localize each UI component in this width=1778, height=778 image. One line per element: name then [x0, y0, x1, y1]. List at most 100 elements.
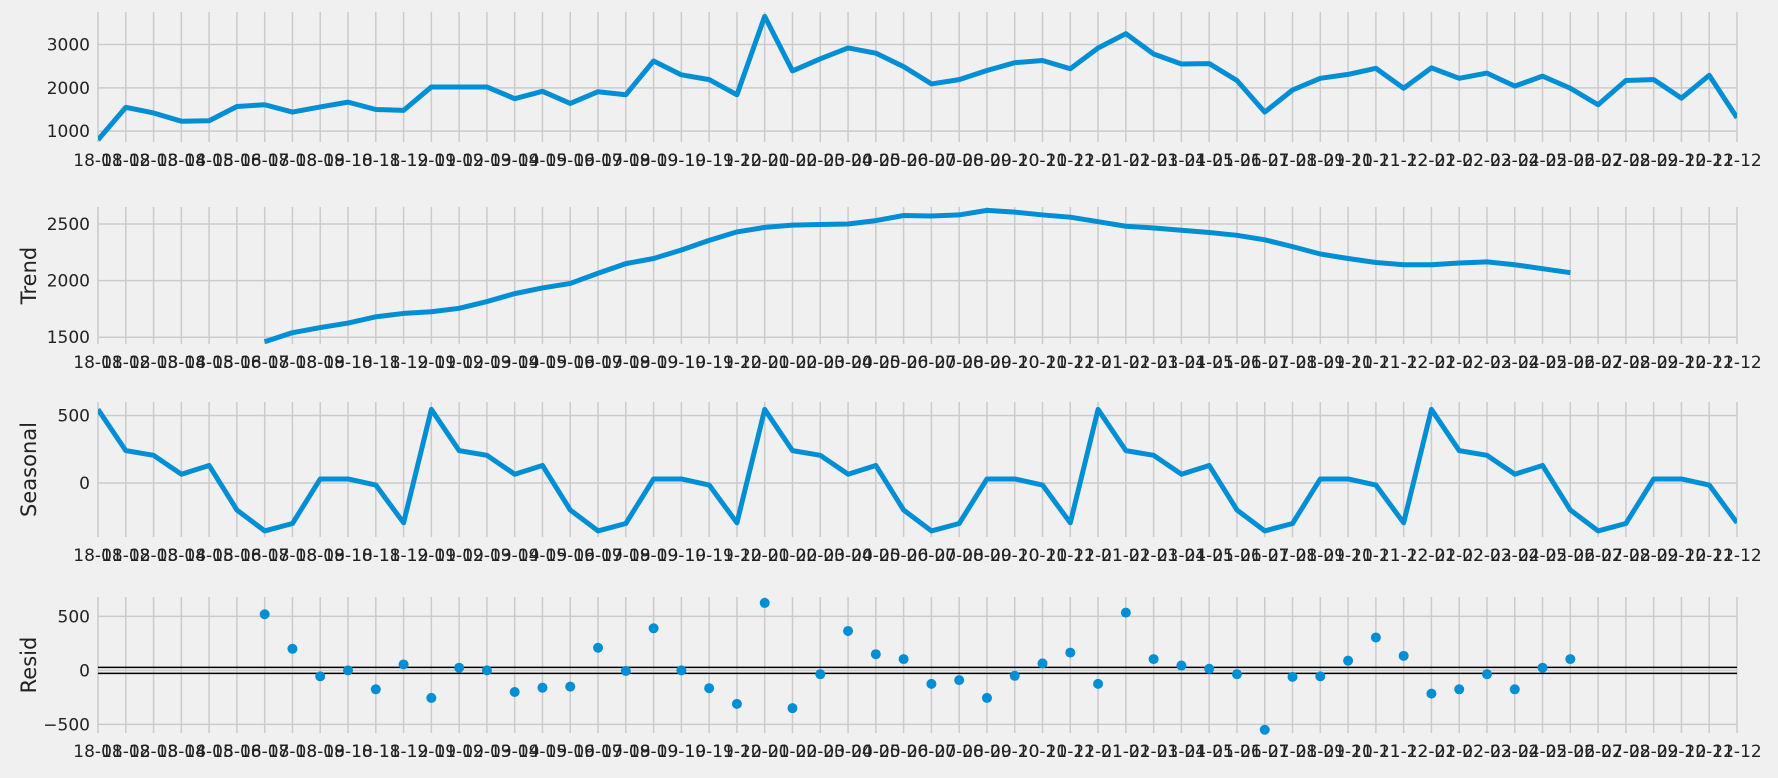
x-tick-label: 19-11: [684, 353, 733, 373]
x-tick-label: 21-04: [1157, 742, 1206, 762]
x-tick-label: 19-06: [546, 151, 595, 171]
x-tick-label: 20-05: [851, 546, 900, 566]
x-tick-label: 18-05: [184, 546, 233, 566]
x-tick-label: 19-04: [490, 546, 539, 566]
x-tick-label: 19-01: [407, 546, 456, 566]
x-tick-label: 19-05: [518, 546, 567, 566]
resid-point: [1454, 684, 1465, 695]
x-tick-label: 18-10: [323, 151, 372, 171]
x-tick-label: 18-02: [101, 742, 150, 762]
x-tick-label: 21-02: [1101, 546, 1150, 566]
x-tick-label: 21-10: [1323, 353, 1372, 373]
resid-point: [731, 698, 742, 709]
x-tick-label: 21-06: [1212, 151, 1261, 171]
x-tick-label: 19-02: [434, 353, 483, 373]
x-tick-label: 21-04: [1157, 151, 1206, 171]
x-tick-label: 20-09: [962, 742, 1011, 762]
x-tick-label: 18-09: [296, 546, 345, 566]
x-tick-label: 19-07: [573, 546, 622, 566]
x-tick-label: 19-08: [601, 546, 650, 566]
x-tick-label: 18-12: [379, 353, 428, 373]
x-tick-label: 20-08: [934, 353, 983, 373]
x-tick-label: 20-11: [1018, 742, 1067, 762]
x-tick-label: 18-11: [351, 742, 400, 762]
y-tick-label: 500: [58, 407, 90, 427]
x-tick-label: 18-01: [73, 353, 122, 373]
x-tick-label: 22-09: [1629, 151, 1678, 171]
x-tick-label: 21-04: [1157, 353, 1206, 373]
x-tick-label: 22-06: [1546, 546, 1595, 566]
x-tick-label: 22-05: [1518, 742, 1567, 762]
x-tick-label: 20-12: [1046, 546, 1095, 566]
x-tick-label: 18-12: [379, 151, 428, 171]
resid-point: [815, 669, 826, 680]
x-tick-label: 18-12: [379, 742, 428, 762]
x-tick-label: 22-11: [1685, 353, 1734, 373]
x-tick-label: 19-05: [518, 353, 567, 373]
x-tick-label: 19-09: [629, 742, 678, 762]
x-tick-label: 18-07: [240, 353, 289, 373]
x-tick-label: 21-07: [1240, 353, 1289, 373]
x-tick-label: 22-03: [1462, 151, 1511, 171]
x-tick-label: 20-06: [879, 546, 928, 566]
x-tick-label: 18-11: [351, 151, 400, 171]
resid-point: [1037, 658, 1048, 669]
x-tick-label: 18-01: [73, 742, 122, 762]
resid-point: [537, 682, 548, 693]
x-tick-label: 21-01: [1073, 353, 1122, 373]
x-tick-label: 21-05: [1184, 546, 1233, 566]
x-tick-label: 20-08: [934, 151, 983, 171]
x-tick-label: 21-07: [1240, 151, 1289, 171]
x-tick-label: 19-02: [434, 546, 483, 566]
x-tick-label: 21-09: [1296, 742, 1345, 762]
x-tick-label: 22-02: [1435, 353, 1484, 373]
resid-point: [676, 665, 687, 676]
x-tick-label: 20-01: [740, 742, 789, 762]
x-tick-label: 21-12: [1379, 353, 1428, 373]
x-tick-label: 22-11: [1685, 742, 1734, 762]
x-tick-label: 21-08: [1268, 151, 1317, 171]
x-tick-label: 20-03: [796, 151, 845, 171]
x-tick-label: 18-04: [157, 151, 206, 171]
x-tick-label: 21-03: [1129, 353, 1178, 373]
x-tick-label: 22-06: [1546, 353, 1595, 373]
x-tick-label: 19-10: [657, 742, 706, 762]
x-tick-label: 19-07: [573, 353, 622, 373]
x-tick-label: 18-03: [129, 353, 178, 373]
x-tick-label: 22-10: [1657, 353, 1706, 373]
x-tick-label: 18-09: [296, 353, 345, 373]
x-tick-label: 18-03: [129, 546, 178, 566]
x-tick-label: 22-11: [1685, 546, 1734, 566]
x-tick-label: 22-05: [1518, 151, 1567, 171]
x-tick-label: 20-03: [796, 742, 845, 762]
series-line: [263, 207, 1571, 345]
x-tick-label: 19-01: [407, 742, 456, 762]
x-tick-label: 20-09: [962, 546, 1011, 566]
resid-point: [1120, 607, 1131, 618]
y-tick-label: 0: [79, 474, 90, 494]
x-tick-label: 19-10: [657, 151, 706, 171]
x-tick-label: 22-03: [1462, 353, 1511, 373]
x-tick-label: 21-03: [1129, 742, 1178, 762]
x-tick-label: 22-04: [1490, 546, 1539, 566]
resid-point: [648, 623, 659, 634]
x-tick-label: 22-01: [1407, 546, 1456, 566]
x-tick-label: 22-10: [1657, 546, 1706, 566]
x-tick-label: 22-08: [1601, 353, 1650, 373]
x-tick-label: 21-09: [1296, 353, 1345, 373]
y-tick-label: 500: [58, 607, 90, 627]
x-tick-label: 18-02: [101, 546, 150, 566]
x-tick-label: 19-08: [601, 742, 650, 762]
y-tick-label: 1500: [47, 328, 90, 348]
resid-point: [1176, 660, 1187, 671]
x-tick-label: 20-11: [1018, 353, 1067, 373]
panel-4: 18-0118-0218-0318-0418-0518-0618-0718-08…: [17, 597, 1762, 762]
x-tick-label: 21-06: [1212, 546, 1261, 566]
resid-point: [870, 649, 881, 660]
x-tick-label: 20-08: [934, 546, 983, 566]
x-tick-label: 21-06: [1212, 353, 1261, 373]
x-tick-label: 22-11: [1685, 151, 1734, 171]
x-tick-label: 19-07: [573, 742, 622, 762]
x-tick-label: 22-08: [1601, 151, 1650, 171]
x-tick-label: 18-06: [212, 742, 261, 762]
